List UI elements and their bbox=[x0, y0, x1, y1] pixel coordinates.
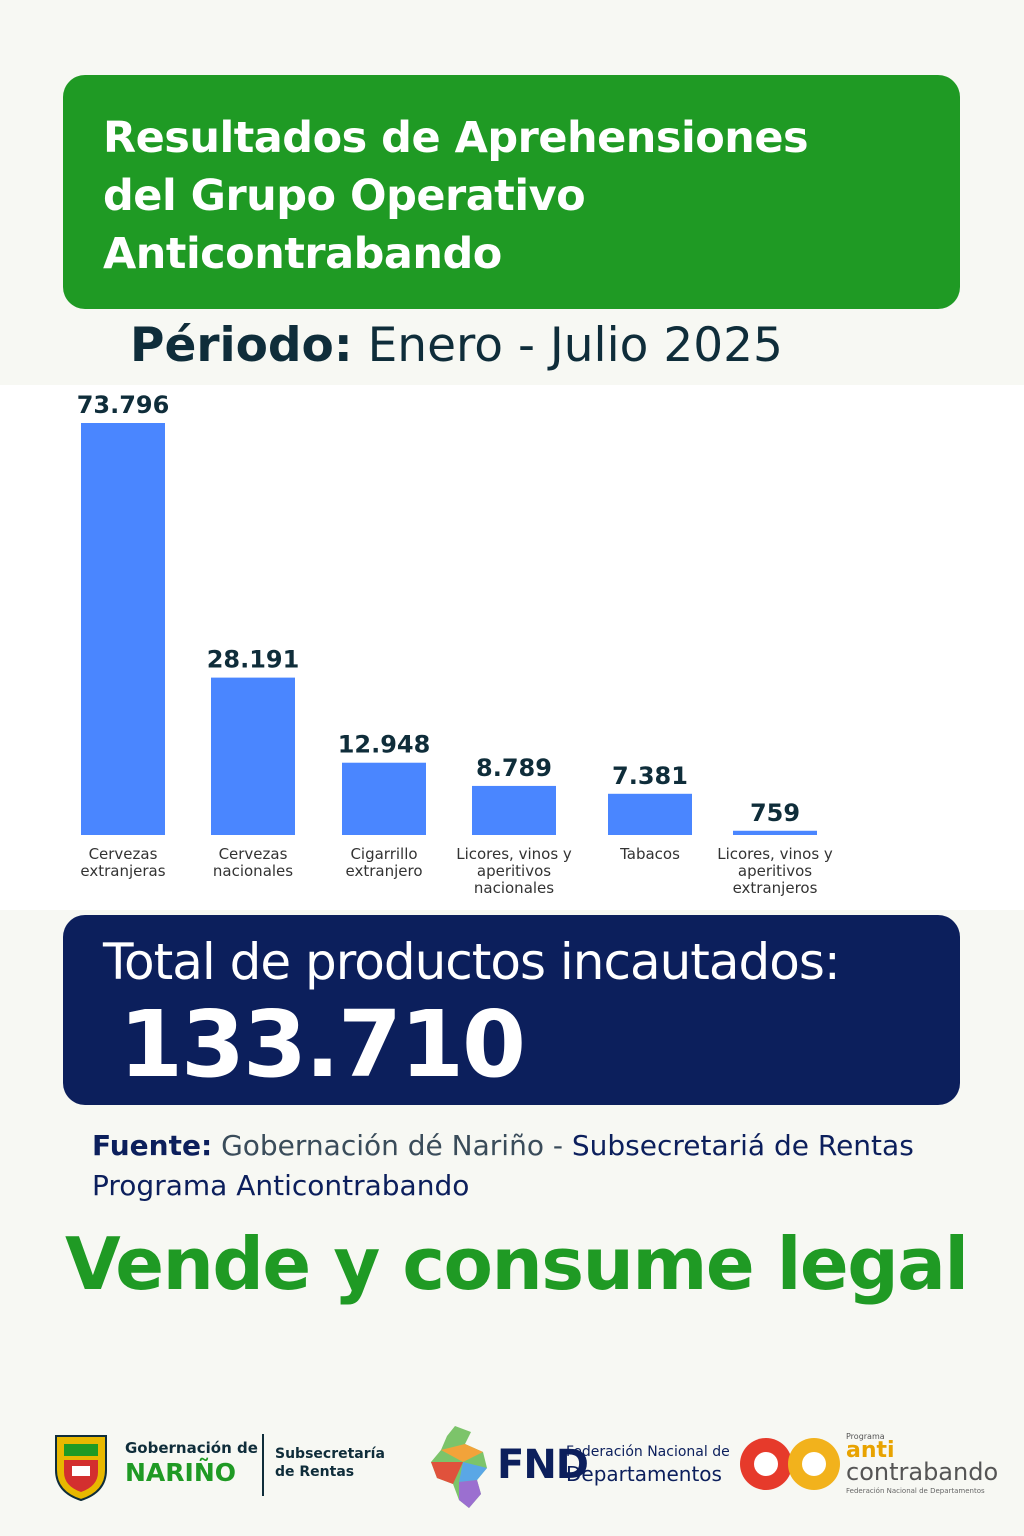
total-label: Total de productos incautados: bbox=[103, 933, 841, 991]
slogan: Vende y consume legal bbox=[65, 1222, 969, 1306]
category-label-1: Cervezas nacionales bbox=[213, 845, 293, 880]
total-banner: Total de productos incautados: 133.710 bbox=[63, 915, 960, 1105]
category-label-0: Cervezas extranjeras bbox=[80, 845, 165, 880]
anti-line1: anti bbox=[846, 1438, 895, 1463]
gob-sub2: de Rentas bbox=[275, 1464, 355, 1480]
source-label: Fuente: bbox=[92, 1129, 213, 1162]
source-part2: Subsecretariá de Rentas bbox=[571, 1129, 914, 1162]
title-line-3: Anticontrabando bbox=[103, 229, 502, 279]
anti-line2: contrabando bbox=[846, 1458, 999, 1486]
bar-5 bbox=[733, 830, 817, 835]
bar-2 bbox=[342, 762, 426, 835]
footer-logos: Gobernación de NARIÑO Subsecretaría de R… bbox=[0, 1420, 1024, 1536]
anticontrabando-icon bbox=[740, 1438, 840, 1490]
anti-small: Programa bbox=[846, 1432, 885, 1441]
gob-sub1: Subsecretaría bbox=[275, 1446, 385, 1462]
bar-value-label-2: 12.948 bbox=[338, 731, 431, 759]
bar-value-label-4: 7.381 bbox=[612, 762, 688, 790]
narino-shield-icon bbox=[55, 1435, 107, 1502]
bar-1 bbox=[211, 677, 295, 835]
category-label-4: Tabacos bbox=[619, 845, 680, 863]
period-text: Périodo: Enero - Julio 2025 bbox=[130, 318, 783, 373]
gob-line1: Gobernación de bbox=[125, 1439, 258, 1457]
category-label-5: Licores, vinos y aperitivos extranjeros bbox=[717, 845, 833, 897]
bar-value-label-5: 759 bbox=[750, 799, 800, 827]
period-label: Périodo: bbox=[130, 318, 353, 373]
fnd-line2: Departamentos bbox=[566, 1462, 722, 1486]
bar-chart: 73.796 Cervezas extranjeras 28.191 Cervezas n… bbox=[77, 391, 833, 897]
title-banner: Resultados de Aprehensiones del Grupo Op… bbox=[63, 75, 960, 309]
period-value: Enero - Julio 2025 bbox=[367, 318, 783, 373]
total-value: 133.710 bbox=[119, 991, 526, 1098]
source-part1: Gobernación dé Nariño - bbox=[221, 1129, 563, 1162]
gob-line2: NARIÑO bbox=[125, 1458, 236, 1487]
source-text: Fuente: Gobernación dé Nariño - Subsecre… bbox=[92, 1126, 914, 1206]
colombia-map-icon bbox=[431, 1426, 487, 1508]
category-label-3: Licores, vinos y aperitivos nacionales bbox=[456, 845, 572, 897]
bar-0 bbox=[81, 423, 165, 835]
bar-value-label-0: 73.796 bbox=[77, 391, 170, 419]
bar-value-label-1: 28.191 bbox=[207, 646, 300, 674]
anti-footer: Federación Nacional de Departamentos bbox=[846, 1487, 985, 1495]
chart-area: 73.796 Cervezas extranjeras 28.191 Cervezas n… bbox=[0, 385, 1024, 910]
category-label-2: Cigarrillo extranjero bbox=[346, 845, 423, 880]
fnd-line1: Federación Nacional de bbox=[566, 1444, 730, 1460]
bar-value-label-3: 8.789 bbox=[476, 754, 552, 782]
title-line-1: Resultados de Aprehensiones bbox=[103, 113, 809, 163]
bar-3 bbox=[472, 785, 556, 835]
fnd-mark: FND bbox=[497, 1442, 589, 1488]
title-line-2: del Grupo Operativo bbox=[103, 171, 586, 221]
logo-divider bbox=[262, 1434, 264, 1496]
bar-4 bbox=[608, 793, 692, 835]
source-line2: Programa Anticontrabando bbox=[92, 1169, 470, 1202]
